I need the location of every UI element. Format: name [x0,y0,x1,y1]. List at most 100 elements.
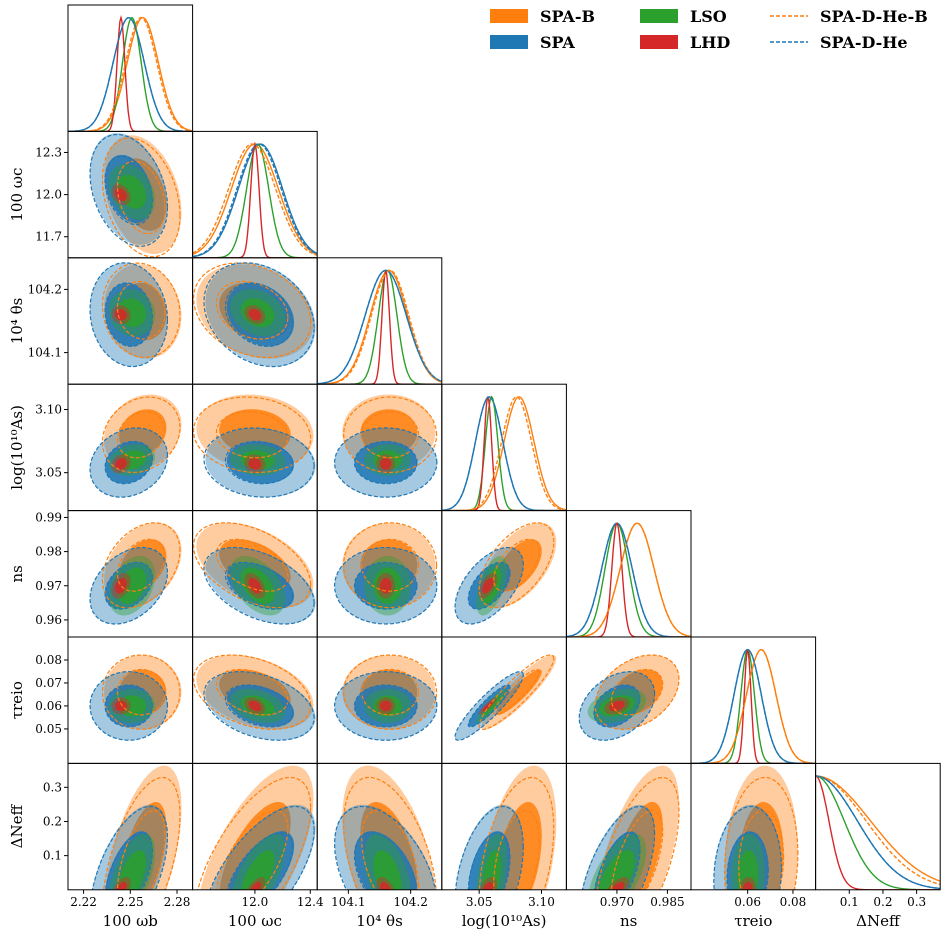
y-tick-label: 0.05 [35,722,62,736]
contour68-SPA-D-He-B [215,668,289,716]
contour68-SPA-D-He-B [361,411,420,459]
contour95-SPA-D-He [333,427,438,498]
contour68-LHD [115,458,127,470]
x-axis-label-N_eff: ΔNeff [856,912,901,930]
x-tick-label: 2.25 [117,895,144,909]
contour68-SPA-D-He [104,440,154,485]
contour68-SPA-D-He [353,832,418,890]
x-tick-label: 104.1 [331,895,365,909]
y-tick-label: 104.1 [28,346,62,360]
panel-tau_reio-vs-omega_c [192,654,316,741]
x-axis-label-n_s: ns [620,912,637,930]
marginal-SPA-B-tau_reio [691,648,816,764]
marginal-SPA-D-He-theta_s [317,269,442,385]
contour95-SPA-D-He [333,546,438,625]
y-tick-label: 0.07 [35,676,62,690]
contour95-SPA-D-He-B [101,654,181,731]
panel-N_eff-vs-logAs [455,765,557,890]
x-tick-label: 0.1 [840,895,859,909]
x-tick-label: 0.3 [907,895,926,909]
x-tick-label: 0.970 [600,895,634,909]
panel-tau_reio-vs-n_s [578,654,680,741]
contour95-SPA-D-He [89,262,169,368]
contour95-SPA-D-He [89,427,169,498]
contour68-SPA-D-He [353,440,418,485]
contour95-SPA-D-He-B [192,522,312,609]
contour68-SPA-D-He [105,832,154,890]
y-tick-label: 0.98 [35,545,62,559]
panel-omega_c-vs-omega_b [89,133,182,258]
y-axis-label-logAs: log(10¹⁰As) [8,405,26,490]
y-axis-label-tau_reio: τreio [8,681,26,719]
contour95-SPA-D-He [454,546,524,625]
x-axis-label-tau_reio: τreio [734,912,772,930]
contour68-LHD [609,700,625,712]
contour68-LSO [241,850,275,890]
x-tick-label: 0.2 [873,895,892,909]
contour95-SPA-D-He [89,133,169,247]
x-axis-label-theta_s: 10⁴ θs [356,912,403,930]
contour95-SPA-D-He [203,670,315,741]
contour95-SPA-D-He-B [192,654,312,730]
contour68-LSO [117,695,147,717]
contour68-SPA-D-He-B [493,668,540,716]
contour68-LHD [610,882,625,890]
contour68-LSO [599,850,635,890]
marginal-SPA-n_s [566,522,691,638]
contour68-SPA-D-He-B [361,538,420,592]
contour68-LHD [380,458,392,470]
contour68-LSO [482,695,502,717]
marginal-SPA-B-omega_c [192,143,318,256]
contour95-SPA-D-He [203,262,315,368]
panel-N_eff-vs-omega_b [91,765,182,890]
contour68-LHD [115,700,127,712]
contour68-SPA-D-He [593,684,641,728]
contour68-LSO [117,298,147,328]
contour95-SPA-D-He [333,805,437,890]
legend-label-SPA: SPA [540,33,575,52]
x-tick-label: 0.985 [650,895,684,909]
y-tick-label: 0.97 [35,579,62,593]
panel-n_s-vs-theta_s [333,522,438,625]
contour68-SPA-D-He-B [116,411,166,459]
contour68-SPA-D-He [224,440,294,485]
contour68-LHD [115,578,127,594]
contour95-SPA-D-He-B [101,522,181,609]
panel-tau_reio-vs-tau_reio [691,648,816,764]
contour68-LSO [117,850,147,890]
contour95-SPA-D-He [203,546,315,625]
contour68-LHD [742,882,753,890]
x-tick-label: 12.4 [297,895,324,909]
marginal-SPA-D-He-B-N_eff [815,775,941,886]
panel-N_eff-vs-N_eff [815,775,941,890]
contour68-LHD [248,578,262,594]
contour95-SPA-D-He-B [596,776,680,890]
contour68-SPA-D-He [467,561,511,610]
marginal-LHD-omega_b [68,14,193,132]
contour68-SPA-D-He [226,832,294,890]
contour68-LSO [117,567,147,604]
marginal-SPA-omega_c [192,143,318,258]
marginal-SPA-D-He-omega_c [192,143,318,258]
x-axis-label-omega_c: 100 ωc [228,912,282,930]
contour68-SPA-D-He-B [215,411,289,459]
contour68-LHD [482,578,494,594]
y-tick-label: 3.05 [35,466,62,480]
legend-swatch-LSO [640,9,678,23]
contour95-SPA-D-He-B [101,396,181,474]
panel-n_s-vs-omega_c [192,522,316,625]
x-tick-label: 2.28 [164,895,191,909]
x-tick-label: 2.22 [70,895,97,909]
x-tick-label: 104.2 [393,895,427,909]
panel-logAs-vs-omega_c [192,394,316,498]
panel-tau_reio-vs-theta_s [333,654,438,741]
y-tick-label: 0.3 [43,780,62,794]
y-tick-label: 0.08 [35,653,62,667]
panel-theta_s-vs-omega_c [192,262,316,368]
y-tick-label: 3.10 [35,402,62,416]
contour95-SPA-D-He [89,670,169,741]
panel-logAs-vs-omega_b [89,394,182,498]
marginal-LSO-n_s [566,522,691,638]
contour68-SPA-D-He [467,684,511,728]
